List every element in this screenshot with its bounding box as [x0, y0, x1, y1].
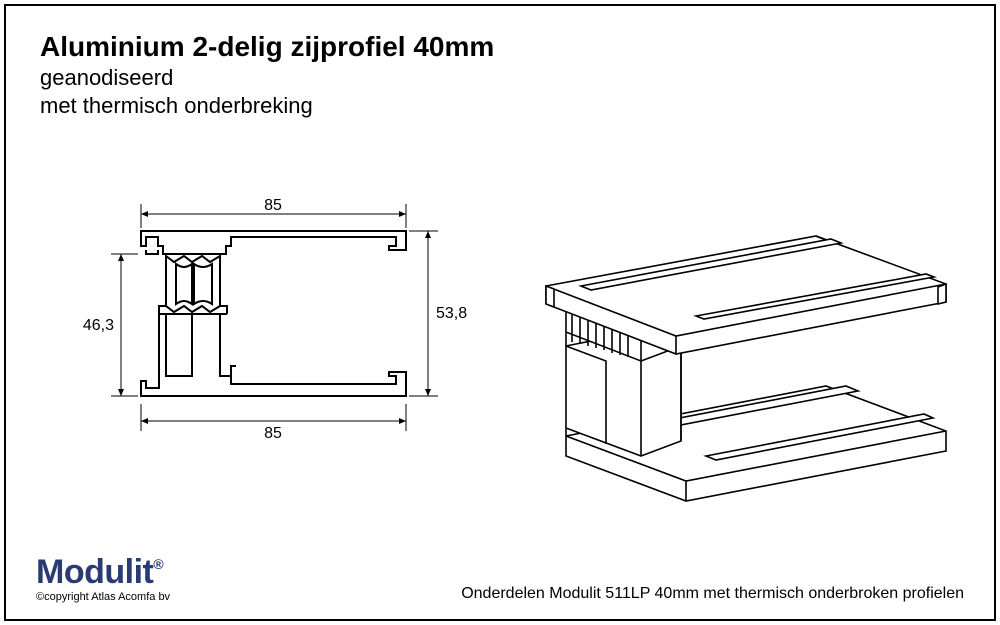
drawing-area: 85 85 46,3 — [46, 166, 966, 526]
subtitle-line-1: geanodiseerd — [40, 64, 494, 93]
subtitle-line-2: met thermisch onderbreking — [40, 92, 494, 121]
isometric-view — [546, 236, 946, 501]
logo-block: Modulit® ©copyright Atlas Acomfa bv — [36, 555, 170, 603]
dim-left: 46,3 — [83, 254, 138, 396]
dim-bottom-label: 85 — [264, 425, 282, 442]
page-frame: Aluminium 2-delig zijprofiel 40mm geanod… — [4, 4, 996, 621]
page-title: Aluminium 2-delig zijprofiel 40mm — [40, 30, 494, 64]
logo-registered: ® — [153, 556, 163, 572]
dim-right: 53,8 — [409, 231, 467, 396]
brand-logo: Modulit® — [36, 555, 170, 589]
logo-text: Modulit — [36, 553, 153, 591]
upper-profile — [141, 231, 406, 254]
thermal-break — [166, 256, 220, 312]
dim-right-label: 53,8 — [436, 305, 467, 322]
dim-left-label: 46,3 — [83, 317, 114, 334]
dim-bottom: 85 — [141, 404, 406, 442]
lower-profile — [141, 306, 406, 396]
title-block: Aluminium 2-delig zijprofiel 40mm geanod… — [40, 30, 494, 121]
section-view: 85 85 46,3 — [83, 197, 467, 442]
footer: Modulit® ©copyright Atlas Acomfa bv Onde… — [36, 555, 964, 603]
technical-drawing-svg: 85 85 46,3 — [46, 166, 966, 526]
dim-top-label: 85 — [264, 197, 282, 214]
copyright-text: ©copyright Atlas Acomfa bv — [36, 591, 170, 603]
footer-caption: Onderdelen Modulit 511LP 40mm met thermi… — [461, 585, 964, 603]
dim-top: 85 — [141, 197, 406, 228]
